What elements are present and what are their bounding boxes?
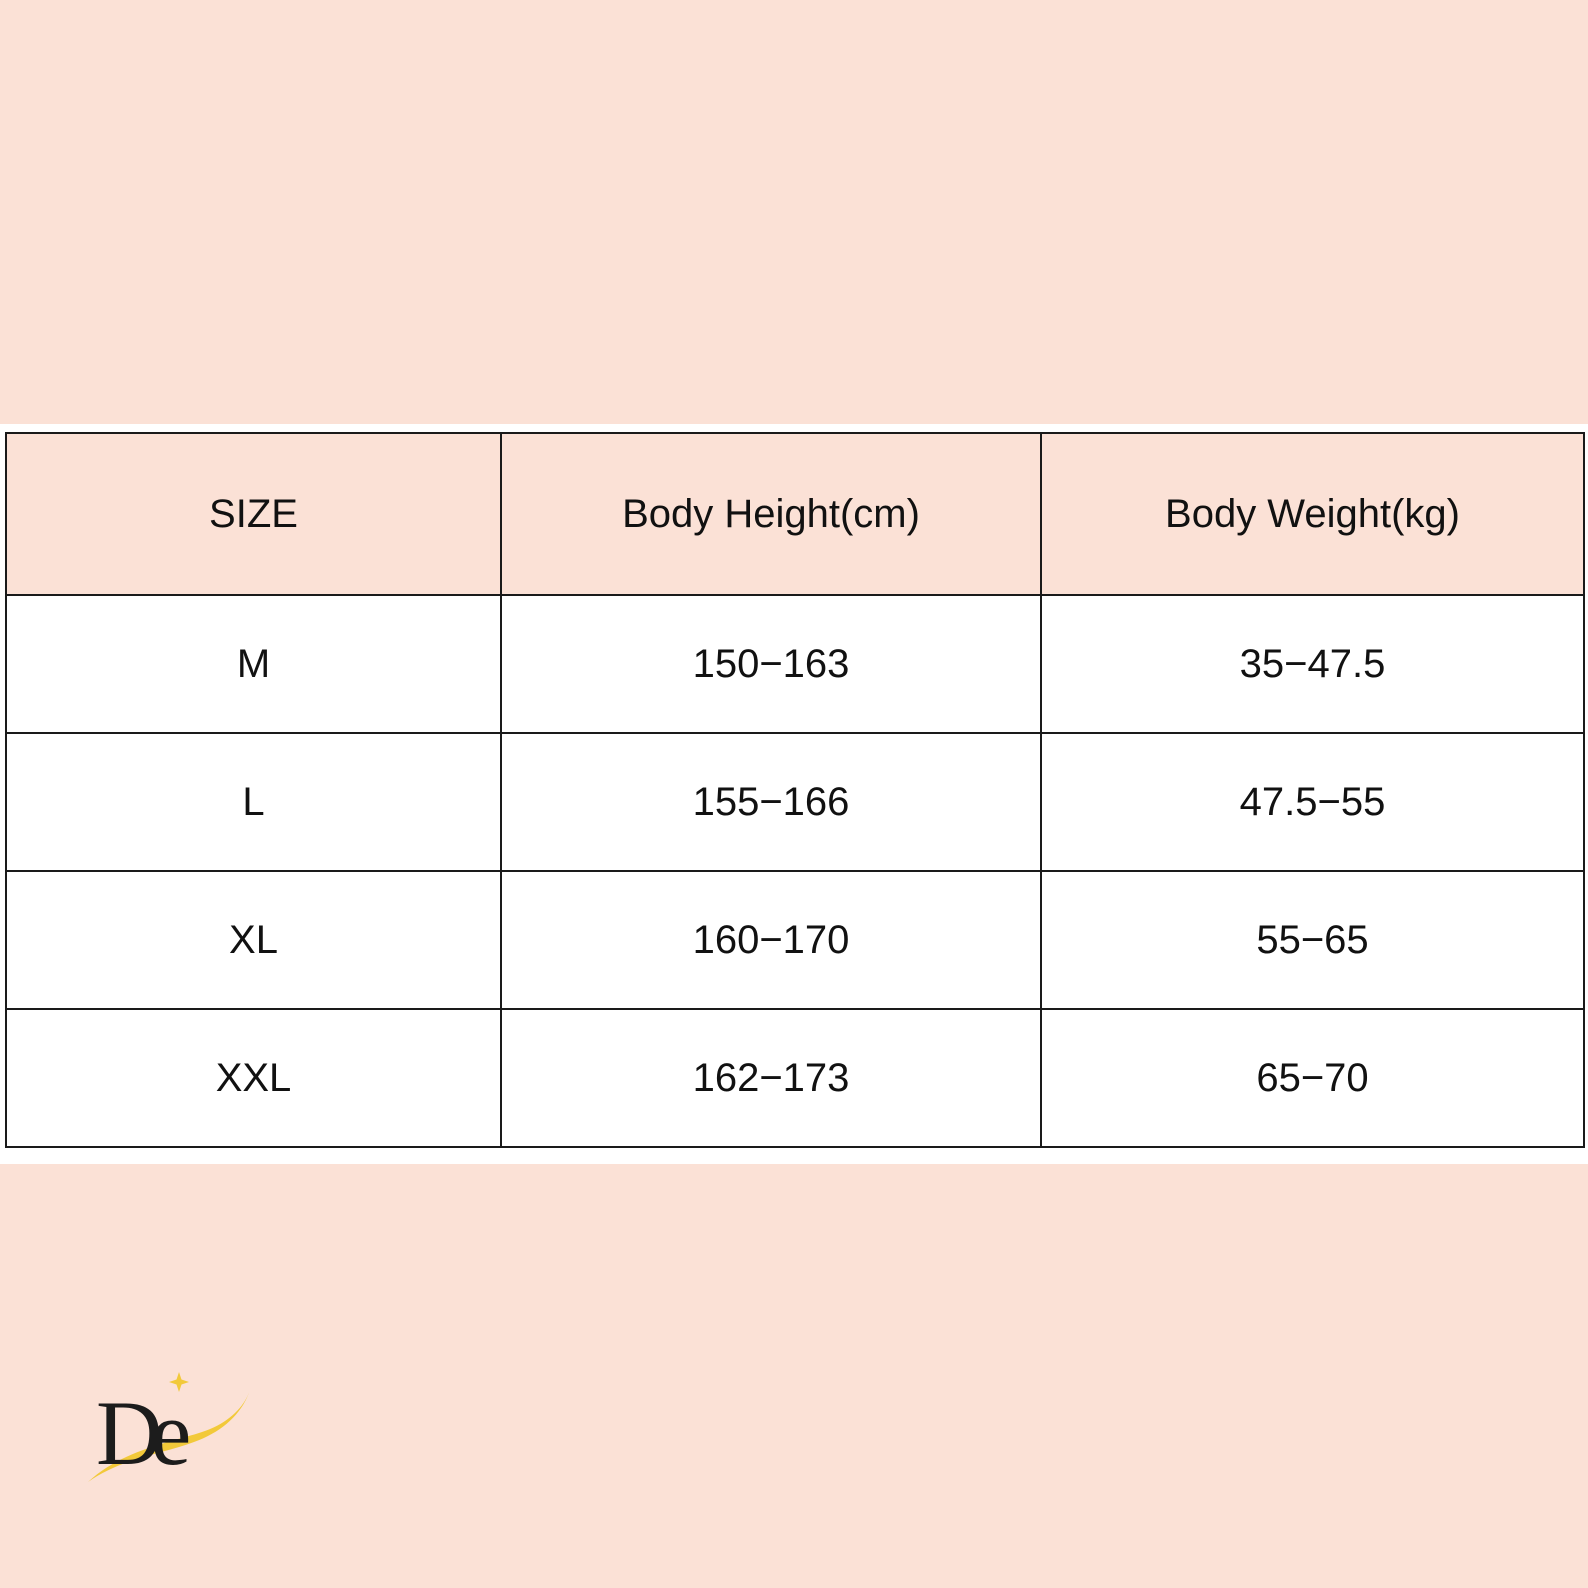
cell-size: XXL bbox=[5, 1008, 502, 1148]
cell-weight: 35−47.5 bbox=[1040, 594, 1585, 734]
size-chart-table: SIZE Body Height(cm) Body Weight(kg) M 1… bbox=[5, 432, 1585, 1148]
cell-size: L bbox=[5, 732, 502, 872]
table-header-row: SIZE Body Height(cm) Body Weight(kg) bbox=[5, 432, 1585, 596]
table-row: XXL 162−173 65−70 bbox=[5, 1008, 1585, 1148]
cell-size: XL bbox=[5, 870, 502, 1010]
table-row: XL 160−170 55−65 bbox=[5, 870, 1585, 1010]
brand-logo-svg: De bbox=[88, 1372, 250, 1484]
cell-weight: 47.5−55 bbox=[1040, 732, 1585, 872]
cell-size: M bbox=[5, 594, 502, 734]
brand-logo-icon: De bbox=[82, 1370, 262, 1490]
cell-height: 155−166 bbox=[500, 732, 1042, 872]
cell-height: 160−170 bbox=[500, 870, 1042, 1010]
table-row: L 155−166 47.5−55 bbox=[5, 732, 1585, 872]
cell-height: 162−173 bbox=[500, 1008, 1042, 1148]
cell-weight: 65−70 bbox=[1040, 1008, 1585, 1148]
logo-letters: De bbox=[96, 1382, 188, 1484]
header-body-height: Body Height(cm) bbox=[500, 432, 1042, 596]
header-size: SIZE bbox=[5, 432, 502, 596]
header-body-weight: Body Weight(kg) bbox=[1040, 432, 1585, 596]
table-row: M 150−163 35−47.5 bbox=[5, 594, 1585, 734]
logo-sparkle bbox=[169, 1372, 189, 1392]
cell-height: 150−163 bbox=[500, 594, 1042, 734]
logo-swoosh bbox=[88, 1390, 250, 1482]
cell-weight: 55−65 bbox=[1040, 870, 1585, 1010]
